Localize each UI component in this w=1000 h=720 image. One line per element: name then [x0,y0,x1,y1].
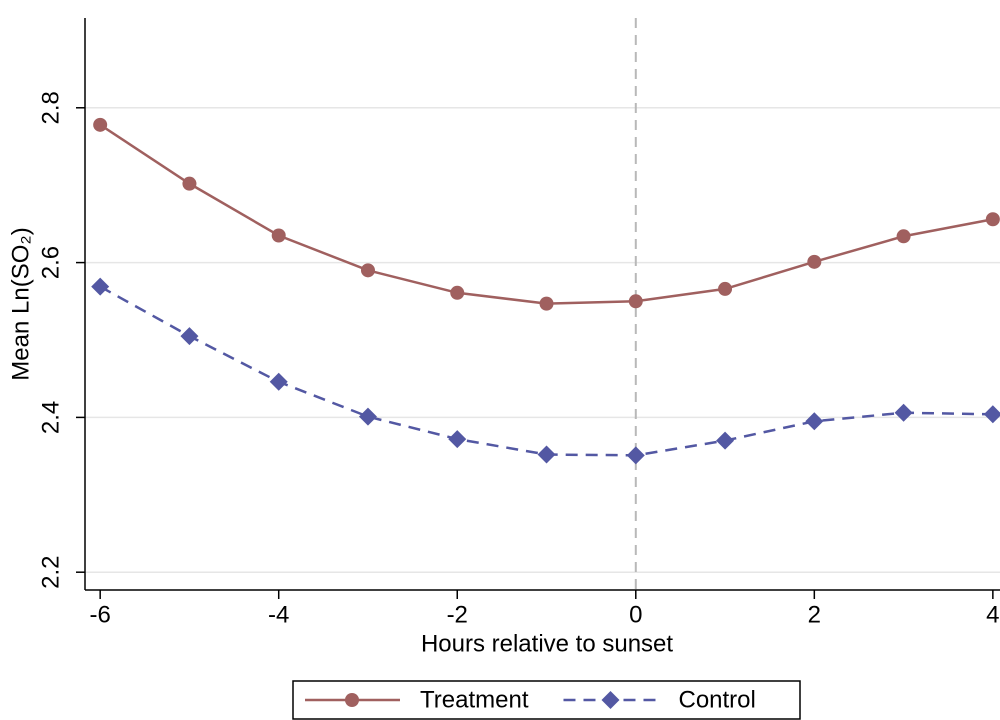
y-tick-label: 2.6 [37,246,64,279]
marker [271,228,286,243]
y-tick-label: 2.4 [37,401,64,434]
marker [448,430,467,449]
marker [601,691,620,709]
marker [718,281,733,296]
marker [345,693,359,707]
legend: Treatment Control [292,680,801,720]
marker [360,263,375,278]
marker [450,285,465,300]
x-tick-label: 2 [808,601,821,628]
x-tick-label: 4 [986,601,999,628]
y-axis-title: Mean Ln(SO₂) [7,227,34,380]
marker [894,403,913,422]
x-tick-label: -4 [268,601,289,628]
y-tick-label: 2.2 [37,556,64,589]
marker [896,229,911,244]
x-axis-title: Hours relative to sunset [421,630,673,657]
marker [182,176,197,191]
marker [91,277,110,296]
x-tick-label: 0 [629,601,642,628]
marker [180,327,199,346]
marker [358,407,377,426]
legend-label: Treatment [420,686,529,713]
marker [626,446,645,465]
marker [716,431,735,450]
marker [805,412,824,431]
marker [269,372,288,391]
series-line [99,285,993,457]
series-line [99,123,994,305]
legend-label: Control [678,686,755,713]
x-tick-label: -2 [447,601,468,628]
marker [983,405,1000,424]
x-tick-label: -6 [90,601,111,628]
marker [93,117,108,132]
marker [537,445,556,464]
marker [628,294,643,309]
y-tick-label: 2.8 [37,91,64,124]
marker [985,212,1000,227]
marker [539,296,554,311]
marker [807,254,822,269]
